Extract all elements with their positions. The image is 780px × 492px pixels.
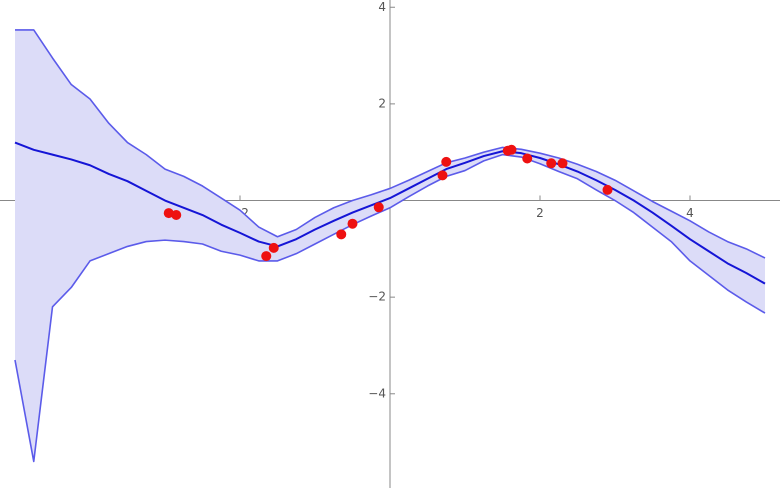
x-tick-label: 2 <box>536 206 544 220</box>
y-tick-label: −4 <box>368 386 386 400</box>
data-point <box>163 208 174 219</box>
data-point <box>373 202 384 213</box>
data-point <box>336 229 347 240</box>
band-line <box>14 153 766 463</box>
mean-line <box>14 141 766 285</box>
data-point <box>268 242 279 253</box>
data-point <box>506 144 517 155</box>
data-point <box>557 158 568 169</box>
data-point <box>522 153 533 164</box>
data-point <box>171 210 182 221</box>
x-tick-label: 4 <box>686 206 694 220</box>
band-line <box>15 29 766 259</box>
data-point <box>347 218 358 229</box>
data-point <box>437 170 448 181</box>
data-point <box>546 158 557 169</box>
data-point <box>441 156 452 167</box>
y-tick-label: −2 <box>368 290 386 304</box>
y-tick-label: 2 <box>378 96 386 110</box>
data-point <box>261 251 272 262</box>
y-tick-label: 4 <box>378 0 386 14</box>
data-point <box>602 184 613 195</box>
